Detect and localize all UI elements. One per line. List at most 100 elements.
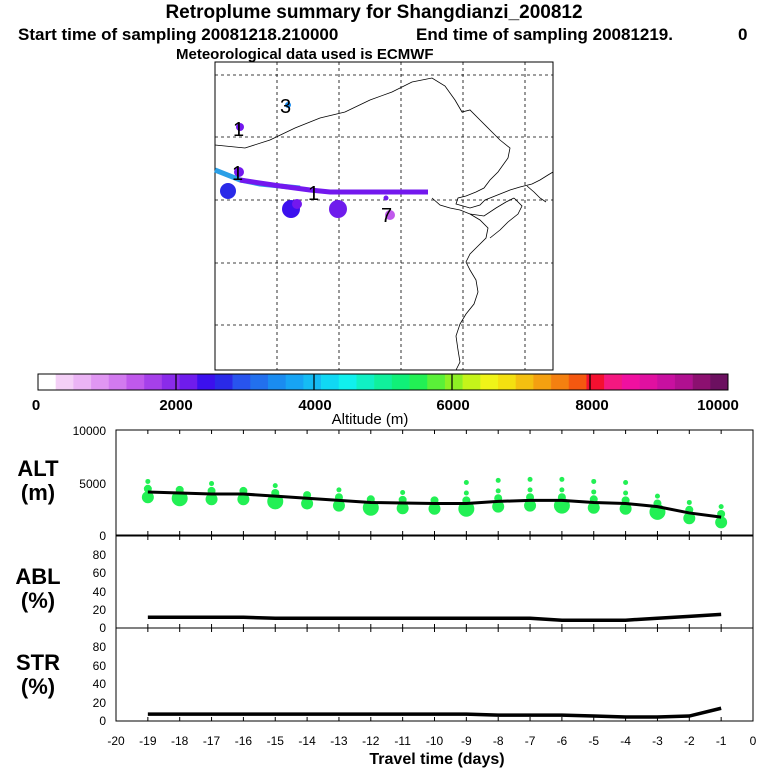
colorbar-cell — [214, 374, 233, 390]
colorbar-cell — [232, 374, 251, 390]
alt-point — [718, 504, 724, 510]
colorbar-cell — [91, 374, 110, 390]
colorbar-cell — [710, 374, 729, 390]
cluster-marker — [385, 210, 395, 220]
series-lines — [147, 490, 722, 719]
alt-panel-unit: (m) — [21, 480, 55, 505]
str-ytick: 20 — [93, 696, 107, 710]
colorbar-cell — [533, 374, 552, 390]
map-borders — [214, 77, 554, 371]
x-tick-label: -18 — [171, 734, 189, 748]
map-label-1a: 1 — [233, 119, 244, 141]
alt-point — [463, 490, 469, 496]
colorbar-cell — [250, 374, 269, 390]
alt-panel-title: ALT — [17, 456, 59, 481]
colorbar-cell — [338, 374, 357, 390]
alt-point — [205, 493, 218, 506]
alt-point — [591, 489, 597, 495]
colorbar-label: Altitude (m) — [332, 411, 409, 428]
map-labels: 3 1 1 1 7 — [232, 96, 392, 227]
colorbar-cell — [480, 374, 499, 390]
alt-point — [396, 502, 409, 515]
colorbar-cell — [285, 374, 304, 390]
colorbar-cell — [586, 374, 605, 390]
alt-point — [209, 481, 215, 487]
alt-series-line — [147, 490, 722, 519]
cluster-marker — [236, 123, 244, 131]
x-tick-label: -12 — [362, 734, 380, 748]
x-tick-label: -7 — [525, 734, 536, 748]
abl-ytick: 40 — [93, 585, 107, 599]
x-axis-ticks: -20 -19 -18 -17 -16 -15 -14 -13 -12 -11 -10 -9 -8 -7-… — [107, 734, 756, 748]
str-ytick: 0 — [99, 714, 106, 728]
x-tick-label: -8 — [493, 734, 504, 748]
colorbar-cell — [674, 374, 693, 390]
alt-point — [463, 480, 469, 485]
alt-point — [524, 499, 537, 512]
colorbar-cell — [391, 374, 410, 390]
alt-point — [145, 478, 151, 484]
abl-panel-title: ABL — [15, 564, 60, 589]
time-series-panels: ALT (m) ABL (%) STR (%) 10000 5000 0 80 … — [15, 424, 756, 768]
x-tick-label: -9 — [461, 734, 472, 748]
altitude-colorbar: 0 2000 4000 6000 8000 10000 Altitude (m) — [32, 373, 739, 428]
colorbar-cell — [55, 374, 74, 390]
colorbar-cell — [551, 374, 570, 390]
alt-ytick: 5000 — [79, 477, 106, 491]
cluster-marker — [383, 195, 389, 201]
alt-point — [237, 493, 250, 506]
colorbar-cell — [568, 374, 587, 390]
colorbar-cell — [179, 374, 198, 390]
colorbar-cell — [692, 374, 711, 390]
x-tick-label: -19 — [139, 734, 157, 748]
colorbar-cell — [303, 374, 322, 390]
alt-ytick: 0 — [99, 529, 106, 543]
alt-ytick: 10000 — [73, 424, 107, 438]
alt-point — [715, 516, 728, 529]
alt-point — [492, 500, 505, 513]
colorbar-tick: 2000 — [159, 397, 192, 414]
colorbar-ticks: 0 2000 4000 6000 8000 10000 — [32, 397, 739, 414]
abl-ytick: 60 — [93, 566, 107, 580]
alt-point — [141, 491, 154, 504]
colorbar-cell — [639, 374, 658, 390]
colorbar-cell — [268, 374, 286, 390]
colorbar-tick: 10000 — [697, 397, 739, 414]
map-frame — [214, 61, 554, 371]
cluster-marker — [329, 200, 347, 218]
x-tick-label: -13 — [330, 734, 348, 748]
abl-panel-unit: (%) — [21, 588, 55, 613]
colorbar-cell — [515, 374, 534, 390]
abl-yticks: 80 60 40 20 0 — [93, 548, 107, 635]
colorbar-tick: 6000 — [436, 397, 469, 414]
alt-point — [623, 490, 629, 496]
end-time-label: End time of sampling 20081219. — [416, 25, 673, 44]
alt-point — [559, 476, 565, 482]
colorbar-tick: 8000 — [575, 397, 608, 414]
abl-ytick: 0 — [99, 621, 106, 635]
colorbar-cell — [462, 374, 481, 390]
x-tick-label: -10 — [426, 734, 444, 748]
alt-point — [623, 480, 629, 485]
colorbar-cell — [374, 374, 393, 390]
colorbar-tick: 4000 — [298, 397, 331, 414]
colorbar-cell — [144, 374, 163, 390]
alt-point — [527, 476, 533, 482]
colorbar-cell — [444, 374, 463, 390]
map-graticule — [215, 62, 553, 370]
map-label-7: 7 — [381, 205, 392, 227]
colorbar-cell — [321, 374, 340, 390]
alt-point — [654, 493, 660, 499]
str-panel-unit: (%) — [21, 674, 55, 699]
x-tick-label: -1 — [716, 734, 727, 748]
alt-yticks: 10000 5000 0 — [73, 424, 107, 543]
alt-point — [495, 477, 501, 483]
x-tick-label: -14 — [298, 734, 316, 748]
colorbar-cell — [604, 374, 623, 390]
alt-point — [301, 497, 314, 510]
cluster-marker — [220, 183, 236, 199]
chart-title: Retroplume summary for Shangdianzi_20081… — [165, 2, 583, 23]
x-tick-label: -11 — [394, 734, 411, 748]
map-label-1b: 1 — [232, 163, 243, 185]
